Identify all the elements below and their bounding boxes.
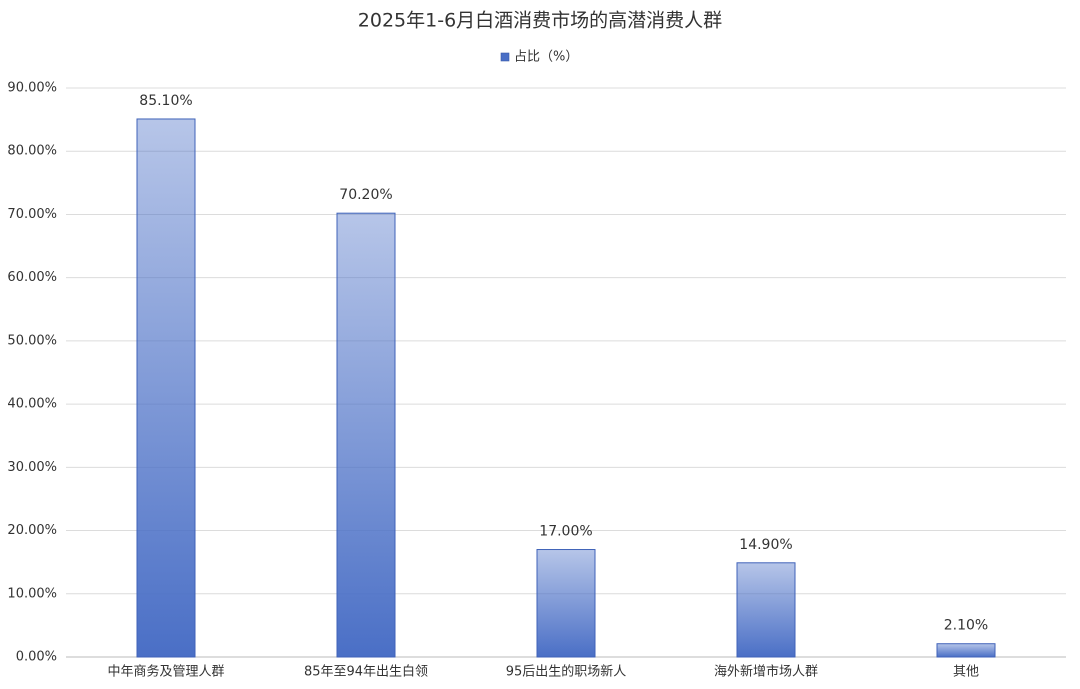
x-tick-label: 海外新增市场人群 bbox=[714, 664, 818, 680]
bar bbox=[336, 212, 396, 658]
value-label: 85.10% bbox=[139, 93, 192, 109]
y-tick-label: 80.00% bbox=[7, 144, 57, 159]
x-tick-label: 85年至94年出生白领 bbox=[304, 664, 428, 680]
bar bbox=[736, 562, 796, 658]
x-tick-label: 其他 bbox=[953, 665, 979, 680]
x-tick-label: 中年商务及管理人群 bbox=[107, 664, 224, 680]
y-tick-label: 50.00% bbox=[7, 333, 57, 348]
x-tick-label: 95后出生的职场新人 bbox=[506, 664, 627, 680]
bar bbox=[136, 118, 196, 658]
value-label: 2.10% bbox=[944, 618, 988, 634]
value-label: 70.20% bbox=[339, 187, 392, 203]
y-tick-label: 70.00% bbox=[7, 207, 57, 222]
legend-label: 占比（%） bbox=[514, 50, 578, 65]
legend-swatch bbox=[500, 52, 510, 62]
y-tick-label: 60.00% bbox=[7, 270, 57, 285]
y-tick-label: 0.00% bbox=[16, 650, 57, 665]
y-tick-label: 10.00% bbox=[7, 586, 57, 601]
y-tick-label: 20.00% bbox=[7, 523, 57, 538]
value-label: 17.00% bbox=[539, 524, 592, 540]
y-tick-label: 40.00% bbox=[7, 397, 57, 412]
y-tick-label: 30.00% bbox=[7, 460, 57, 475]
chart-title: 2025年1-6月白酒消费市场的高潜消费人群 bbox=[358, 10, 722, 32]
value-label: 14.90% bbox=[739, 537, 792, 553]
y-tick-label: 90.00% bbox=[7, 81, 57, 96]
bar bbox=[936, 643, 996, 658]
bar bbox=[536, 549, 596, 658]
